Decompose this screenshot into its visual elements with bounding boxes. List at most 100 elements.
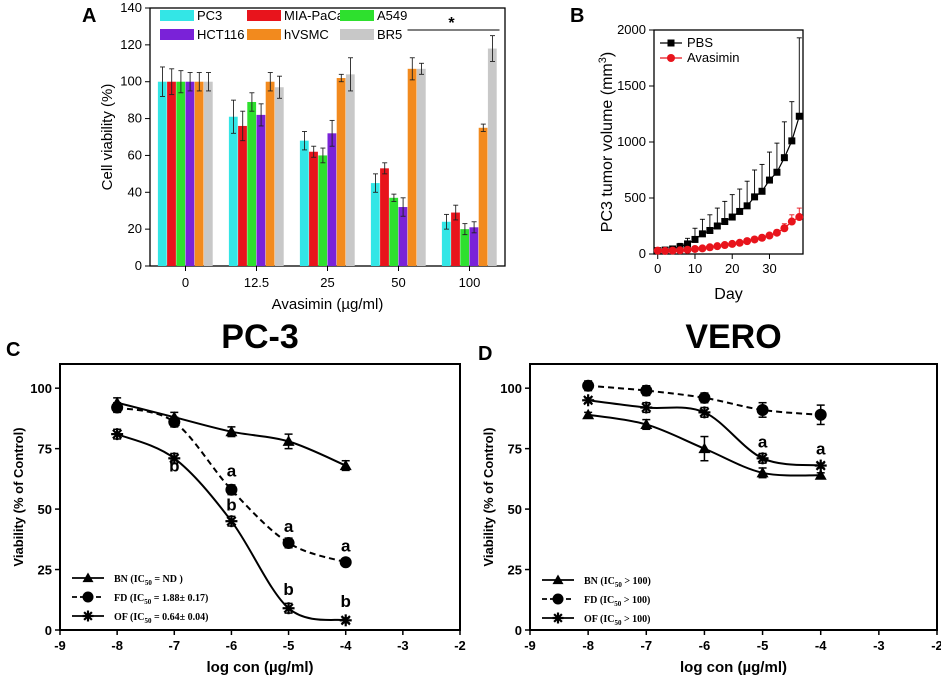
legend-label-tail: = ND ) xyxy=(152,574,183,585)
data-point-stroke xyxy=(553,613,563,623)
legend-label-text: FD (IC xyxy=(114,593,144,604)
legend-label-tail: > 100) xyxy=(622,576,651,587)
y-tick-label: 2000 xyxy=(617,22,646,37)
data-point xyxy=(765,176,773,184)
x-axis-label: Avasimin (µg/ml) xyxy=(272,296,384,313)
y-tick-label: 100 xyxy=(500,381,522,396)
data-point xyxy=(82,610,94,622)
y-tick-label: 1500 xyxy=(617,78,646,93)
data-point xyxy=(552,593,564,605)
data-point xyxy=(683,245,692,254)
x-tick-label: 0 xyxy=(654,261,661,276)
data-point xyxy=(552,574,564,585)
data-point xyxy=(698,230,706,238)
data-point xyxy=(698,391,711,404)
y-tick-label: 0 xyxy=(639,246,646,261)
data-point xyxy=(814,469,827,480)
data-point xyxy=(698,406,711,419)
y-tick-label: 50 xyxy=(38,502,52,517)
bar xyxy=(327,133,337,266)
bar xyxy=(389,197,399,266)
data-point xyxy=(582,394,595,407)
bar xyxy=(416,68,426,266)
data-point-stroke xyxy=(226,516,237,527)
bar xyxy=(299,140,309,266)
chart-title: PC-3 xyxy=(221,318,298,356)
y-tick-label: 25 xyxy=(508,563,522,578)
panel-c-chart: 0 25 50 75 100 -9 -8 -7 -6 -5 -4 -3 -2 PC-3 log con (µ… xyxy=(11,318,466,676)
bar xyxy=(380,168,389,266)
x-tick-label: -6 xyxy=(699,638,711,653)
bar xyxy=(318,155,328,266)
data-point xyxy=(814,459,827,472)
bar xyxy=(167,81,176,266)
data-point xyxy=(698,442,711,454)
legend-label-subscript: 50 xyxy=(615,581,623,589)
data-point xyxy=(721,218,729,226)
legend-label-text: OF (IC xyxy=(584,614,614,625)
x-tick-label: 12.5 xyxy=(244,275,269,290)
legend-label-tail: > 100) xyxy=(621,595,650,606)
legend-label: BN (IC50 > 100) xyxy=(584,576,651,589)
significance-letter: b xyxy=(169,457,179,476)
y-axis-label: Cell viability (%) xyxy=(99,84,116,191)
significance-letter: a xyxy=(284,517,294,536)
x-axis-label: log con (µg/ml) xyxy=(680,659,787,676)
significance-letter: a xyxy=(816,440,826,459)
data-point xyxy=(756,403,769,416)
data-point xyxy=(750,235,759,244)
x-tick-label: 0 xyxy=(182,275,189,290)
panel-letter-c: C xyxy=(6,339,20,361)
y-tick-label: 50 xyxy=(508,502,522,517)
data-point xyxy=(225,515,238,528)
x-tick-label: -2 xyxy=(931,638,941,653)
panel-d-chart: 0 25 50 75 100 -9 -8 -7 -6 -5 -4 -3 -2 VERO log con (µ… xyxy=(481,318,941,676)
legend-label: OF (IC50 > 100) xyxy=(584,614,651,627)
bar xyxy=(469,227,479,266)
x-tick-label: -9 xyxy=(524,638,536,653)
panel-letter-b: B xyxy=(570,5,584,27)
data-point xyxy=(758,233,767,242)
legend-label-tail: = 1.88± 0.17) xyxy=(151,593,208,604)
data-point-stroke xyxy=(283,603,294,614)
legend-label-subscript: 50 xyxy=(614,619,622,627)
data-point xyxy=(756,466,769,478)
significance-letter: b xyxy=(226,495,236,514)
data-point xyxy=(282,602,295,615)
data-point xyxy=(691,235,699,243)
x-tick-label: -5 xyxy=(283,638,295,653)
data-point xyxy=(780,224,789,233)
x-tick-label: 10 xyxy=(688,261,702,276)
data-point xyxy=(282,435,295,446)
data-point-stroke xyxy=(112,429,123,440)
bar xyxy=(157,81,167,266)
data-point xyxy=(225,425,238,437)
data-point-stroke xyxy=(340,615,351,626)
legend-label: hVSMC xyxy=(284,27,329,42)
data-point xyxy=(282,536,295,549)
legend-swatch xyxy=(340,10,374,21)
y-tick-label: 100 xyxy=(120,74,142,89)
y-tick-label: 0 xyxy=(45,623,52,638)
data-point xyxy=(668,246,677,255)
bar xyxy=(336,78,346,267)
data-point xyxy=(676,246,685,255)
y-tick-label: 120 xyxy=(120,37,142,52)
x-tick-label: 25 xyxy=(320,275,334,290)
data-point xyxy=(743,202,751,210)
data-point xyxy=(640,401,653,414)
bar xyxy=(256,114,266,266)
x-tick-label: -8 xyxy=(111,638,123,653)
legend-label-subscript: 50 xyxy=(614,600,622,608)
data-point xyxy=(765,231,774,240)
data-point xyxy=(225,483,238,496)
bar xyxy=(185,81,195,266)
y-axis-label: Viability (% of Control) xyxy=(481,427,496,566)
data-point xyxy=(720,241,729,250)
y-tick-label: 40 xyxy=(128,184,142,199)
legend-label: MIA-PaCa2 xyxy=(284,8,351,23)
legend-label: OF (IC50 = 0.64± 0.04) xyxy=(114,612,209,625)
y-tick-label: 75 xyxy=(508,442,522,457)
bar xyxy=(309,151,318,266)
data-point xyxy=(705,243,714,252)
